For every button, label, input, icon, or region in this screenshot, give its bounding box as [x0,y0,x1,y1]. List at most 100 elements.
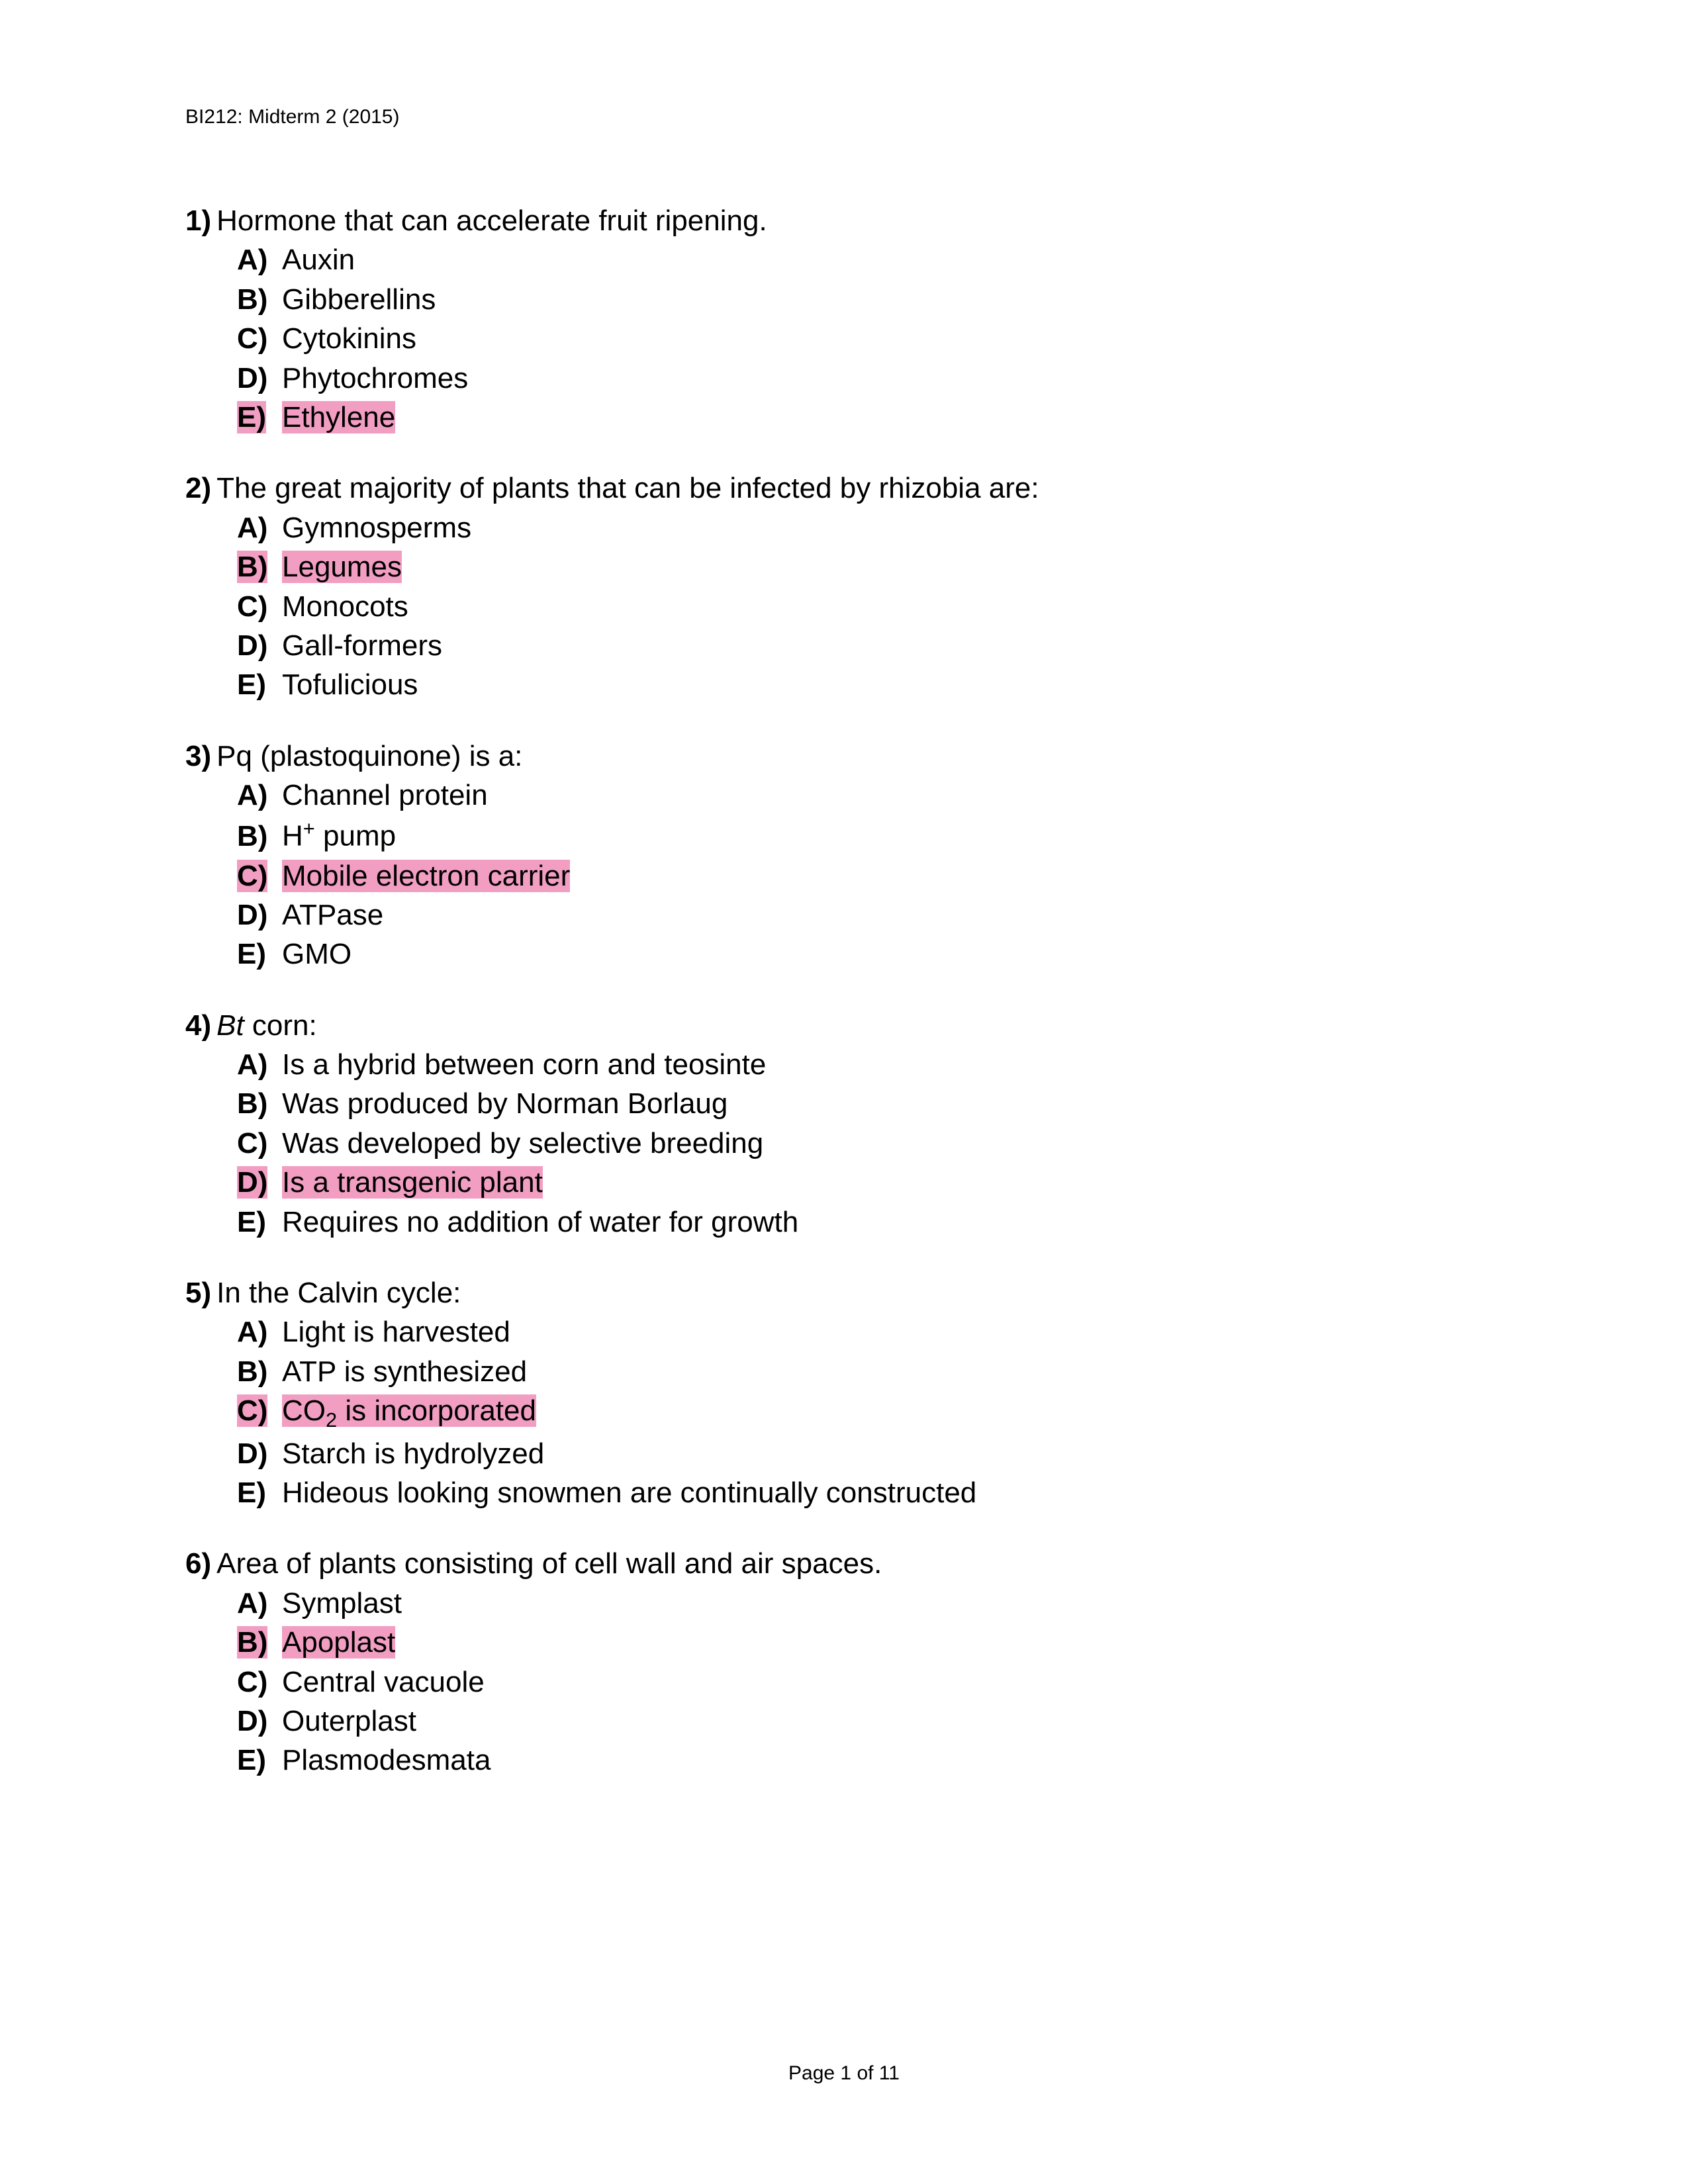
option-text: Symplast [282,1584,402,1623]
option-text: Was produced by Norman Borlaug [282,1084,727,1123]
option-text: Is a transgenic plant [282,1163,543,1202]
option-row: C)Cytokinins [237,319,1503,358]
option-row: D)Starch is hydrolyzed [237,1434,1503,1473]
option-letter: D) [237,359,275,398]
option-row: E)Hideous looking snowmen are continuall… [237,1473,1503,1512]
question-number: 4) [185,1006,211,1045]
option-letter: B) [237,280,275,319]
option-text: Gibberellins [282,280,436,319]
question-number: 2) [185,469,211,508]
option-row: B)Was produced by Norman Borlaug [237,1084,1503,1123]
options-list: A)SymplastB)ApoplastC)Central vacuoleD)O… [237,1584,1503,1780]
option-text: Phytochromes [282,359,468,398]
option-text: Monocots [282,587,408,626]
question-block: 1)Hormone that can accelerate fruit ripe… [185,201,1503,437]
question-text: The great majority of plants that can be… [216,469,1039,508]
option-text: Light is harvested [282,1312,510,1351]
option-text: Gall-formers [282,626,442,665]
option-letter: A) [237,776,275,815]
option-row: C)Monocots [237,587,1503,626]
option-letter: E) [237,665,275,704]
option-text: Outerplast [282,1702,416,1741]
option-letter: D) [237,895,275,934]
options-list: A)Is a hybrid between corn and teosinteB… [237,1045,1503,1242]
option-row: A)Light is harvested [237,1312,1503,1351]
option-letter: C) [237,1391,275,1430]
option-row: B)Gibberellins [237,280,1503,319]
options-list: A)GymnospermsB)LegumesC)MonocotsD)Gall-f… [237,508,1503,705]
option-row: E)GMO [237,934,1503,974]
option-row: E)Tofulicious [237,665,1503,704]
option-text: Was developed by selective breeding [282,1124,763,1163]
option-letter: A) [237,1312,275,1351]
option-text: GMO [282,934,352,974]
option-text: Legumes [282,547,402,586]
question-number: 5) [185,1273,211,1312]
option-row: E)Plasmodesmata [237,1741,1503,1780]
option-text: Cytokinins [282,319,416,358]
option-letter: B) [237,1352,275,1391]
page-header: BI212: Midterm 2 (2015) [185,106,1503,128]
option-text: ATPase [282,895,383,934]
option-letter: C) [237,1124,275,1163]
option-letter: E) [237,1203,275,1242]
option-text: Apoplast [282,1623,395,1662]
option-row: C)Was developed by selective breeding [237,1124,1503,1163]
option-text: CO2 is incorporated [282,1391,536,1433]
question-stem: 3)Pq (plastoquinone) is a: [185,737,1503,776]
option-letter: C) [237,1662,275,1702]
question-block: 3)Pq (plastoquinone) is a:A)Channel prot… [185,737,1503,974]
question-number: 6) [185,1544,211,1583]
option-row: B)ATP is synthesized [237,1352,1503,1391]
option-letter: C) [237,856,275,895]
question-number: 3) [185,737,211,776]
option-row: B)Legumes [237,547,1503,586]
option-text: Tofulicious [282,665,418,704]
question-text: In the Calvin cycle: [216,1273,461,1312]
option-row: C)Mobile electron carrier [237,856,1503,895]
option-text: ATP is synthesized [282,1352,527,1391]
page-footer: Page 1 of 11 [0,2062,1688,2085]
option-letter: A) [237,240,275,279]
option-row: B)H+ pump [237,815,1503,856]
options-list: A)Light is harvestedB)ATP is synthesized… [237,1312,1503,1512]
option-row: C)Central vacuole [237,1662,1503,1702]
option-text: Mobile electron carrier [282,856,570,895]
option-letter: E) [237,1741,275,1780]
option-text: Central vacuole [282,1662,485,1702]
option-letter: B) [237,817,275,856]
option-row: D)ATPase [237,895,1503,934]
question-block: 6)Area of plants consisting of cell wall… [185,1544,1503,1780]
option-letter: D) [237,1163,275,1202]
option-letter: D) [237,626,275,665]
option-row: E)Requires no addition of water for grow… [237,1203,1503,1242]
option-letter: C) [237,587,275,626]
options-list: A)Channel proteinB)H+ pumpC)Mobile elect… [237,776,1503,974]
option-text: Channel protein [282,776,488,815]
question-text: Bt corn: [216,1006,317,1045]
question-block: 5)In the Calvin cycle:A)Light is harvest… [185,1273,1503,1512]
question-text: Area of plants consisting of cell wall a… [216,1544,882,1583]
option-text: Requires no addition of water for growth [282,1203,798,1242]
option-letter: E) [237,934,275,974]
option-row: A)Auxin [237,240,1503,279]
option-text: Ethylene [282,398,395,437]
option-text: Starch is hydrolyzed [282,1434,544,1473]
option-text: Is a hybrid between corn and teosinte [282,1045,766,1084]
option-row: A)Symplast [237,1584,1503,1623]
question-stem: 5)In the Calvin cycle: [185,1273,1503,1312]
option-text: H+ pump [282,815,396,856]
option-letter: B) [237,1084,275,1123]
option-row: D)Is a transgenic plant [237,1163,1503,1202]
option-letter: A) [237,1045,275,1084]
question-stem: 4)Bt corn: [185,1006,1503,1045]
option-text: Plasmodesmata [282,1741,491,1780]
option-row: A)Channel protein [237,776,1503,815]
question-stem: 6)Area of plants consisting of cell wall… [185,1544,1503,1583]
option-row: D)Gall-formers [237,626,1503,665]
option-text: Auxin [282,240,355,279]
question-text: Hormone that can accelerate fruit ripeni… [216,201,767,240]
question-number: 1) [185,201,211,240]
questions-container: 1)Hormone that can accelerate fruit ripe… [185,201,1503,1780]
option-letter: C) [237,319,275,358]
